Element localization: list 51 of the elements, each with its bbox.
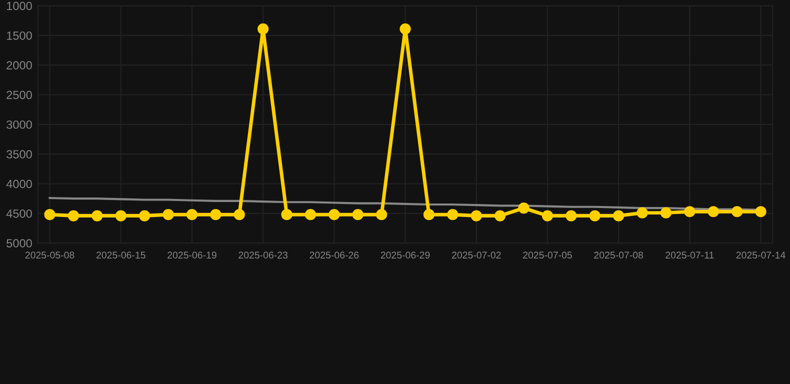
point bbox=[68, 210, 80, 222]
x-tick-label: 2025-07-14 bbox=[736, 252, 786, 259]
y-tick-label: 2000 bbox=[6, 61, 32, 70]
point bbox=[352, 209, 364, 220]
y-tick-label: 1000 bbox=[7, 2, 32, 10]
y-tick-label: 5000 bbox=[6, 239, 32, 248]
x-tick-label: 2025-05-08 bbox=[25, 252, 74, 259]
point bbox=[44, 209, 56, 220]
x-tick-label: 2025-07-08 bbox=[594, 252, 644, 259]
point bbox=[684, 206, 696, 218]
y-tick-label: 2500 bbox=[6, 90, 32, 100]
x-tick-label: 2025-06-15 bbox=[96, 252, 146, 259]
y-tick-label: 3500 bbox=[6, 150, 32, 158]
point bbox=[494, 210, 506, 222]
point bbox=[732, 206, 743, 218]
point bbox=[210, 209, 222, 220]
point bbox=[186, 209, 198, 220]
x-tick-label: 2025-06-29 bbox=[380, 252, 430, 259]
point bbox=[304, 209, 316, 220]
point bbox=[660, 207, 672, 218]
x-tick-label: 2025-07-02 bbox=[452, 252, 501, 259]
point bbox=[258, 23, 269, 34]
point bbox=[281, 209, 292, 220]
point bbox=[328, 209, 340, 220]
point bbox=[518, 202, 530, 214]
y-tick-label: 1500 bbox=[7, 31, 32, 40]
point bbox=[423, 209, 435, 220]
point bbox=[708, 206, 719, 218]
point bbox=[234, 209, 245, 220]
x-tick-label: 2025-07-05 bbox=[523, 252, 572, 259]
point bbox=[376, 209, 388, 220]
point bbox=[755, 206, 766, 218]
x-tick-label: 2025-07-11 bbox=[666, 252, 714, 259]
x-tick-label: 2025-06-23 bbox=[238, 252, 288, 259]
point bbox=[542, 210, 554, 222]
point bbox=[636, 207, 648, 218]
point bbox=[400, 23, 411, 34]
x-tick-label: 2025-06-19 bbox=[168, 252, 216, 259]
point bbox=[115, 210, 126, 222]
point bbox=[566, 210, 577, 222]
point bbox=[447, 209, 458, 220]
y-tick-label: 4500 bbox=[6, 209, 32, 218]
y-tick-label: 4000 bbox=[6, 180, 32, 188]
point bbox=[139, 210, 150, 222]
y-tick-label: 3000 bbox=[6, 120, 32, 129]
point bbox=[613, 210, 624, 222]
point bbox=[92, 210, 103, 222]
point bbox=[162, 209, 174, 220]
x-tick-label: 2025-06-26 bbox=[310, 252, 359, 259]
point bbox=[470, 210, 482, 222]
point bbox=[589, 210, 600, 222]
